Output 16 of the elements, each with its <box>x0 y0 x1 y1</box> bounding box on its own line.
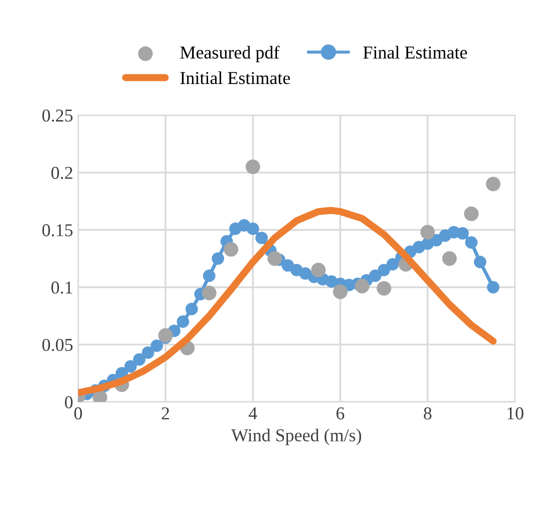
y-tick-label: 0.2 <box>51 166 72 180</box>
x-tick-label: 4 <box>248 407 258 420</box>
x-tick-label: 10 <box>508 407 524 420</box>
y-tick-label: 0.15 <box>42 224 73 236</box>
y-tick-label: 0.05 <box>42 338 73 352</box>
y-tick-label: 0.25 <box>42 109 73 122</box>
x-tick-label: 2 <box>162 407 170 420</box>
x-axis-title: Wind Speed (m/s) <box>231 428 362 446</box>
x-tick-label: 8 <box>424 407 432 420</box>
legend-label: Measured pdf <box>180 46 280 62</box>
y-tick-label: 0.1 <box>51 281 72 294</box>
legend-label: Initial Estimate <box>180 71 290 84</box>
legend-label: Final Estimate <box>363 46 467 59</box>
y-tick-label: 0 <box>64 396 73 408</box>
x-tick-label: 0 <box>74 407 82 420</box>
x-tick-label: 6 <box>336 407 344 420</box>
